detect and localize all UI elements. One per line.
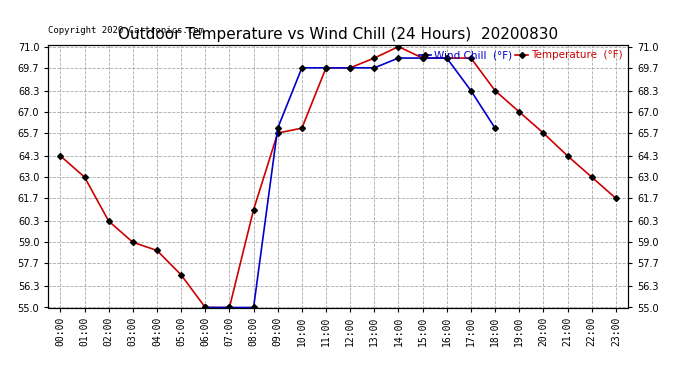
Line: Wind Chill  (°F): Wind Chill (°F) [203, 56, 497, 310]
Temperature  (°F) [105, 219, 113, 224]
Temperature  (°F) [274, 131, 282, 135]
Temperature  (°F) [177, 273, 186, 277]
Wind Chill  (°F) [346, 66, 355, 70]
Temperature  (°F) [467, 56, 475, 60]
Temperature  (°F) [395, 44, 403, 49]
Text: Copyright 2020 Cartronics.com: Copyright 2020 Cartronics.com [48, 26, 204, 35]
Wind Chill  (°F) [467, 88, 475, 93]
Temperature  (°F) [588, 175, 596, 179]
Temperature  (°F) [298, 126, 306, 130]
Temperature  (°F) [443, 56, 451, 60]
Wind Chill  (°F) [322, 66, 331, 70]
Temperature  (°F) [346, 66, 355, 70]
Legend: Wind Chill  (°F), Temperature  (°F): Wind Chill (°F), Temperature (°F) [419, 50, 622, 60]
Wind Chill  (°F) [201, 305, 210, 310]
Temperature  (°F) [515, 110, 524, 114]
Temperature  (°F) [250, 207, 258, 212]
Temperature  (°F) [129, 240, 137, 244]
Temperature  (°F) [322, 66, 331, 70]
Temperature  (°F) [564, 154, 572, 158]
Wind Chill  (°F) [298, 66, 306, 70]
Temperature  (°F) [540, 131, 548, 135]
Temperature  (°F) [153, 248, 161, 253]
Wind Chill  (°F) [491, 126, 500, 130]
Temperature  (°F) [491, 88, 500, 93]
Temperature  (°F) [201, 305, 210, 310]
Wind Chill  (°F) [395, 56, 403, 60]
Temperature  (°F) [57, 154, 65, 158]
Title: Outdoor Temperature vs Wind Chill (24 Hours)  20200830: Outdoor Temperature vs Wind Chill (24 Ho… [118, 27, 558, 42]
Wind Chill  (°F) [443, 56, 451, 60]
Wind Chill  (°F) [226, 305, 234, 310]
Temperature  (°F) [371, 56, 379, 60]
Temperature  (°F) [80, 175, 88, 179]
Temperature  (°F) [226, 305, 234, 310]
Temperature  (°F) [612, 196, 620, 201]
Wind Chill  (°F) [274, 126, 282, 130]
Wind Chill  (°F) [371, 66, 379, 70]
Temperature  (°F) [419, 56, 427, 60]
Line: Temperature  (°F): Temperature (°F) [58, 45, 618, 310]
Wind Chill  (°F) [419, 56, 427, 60]
Wind Chill  (°F) [250, 305, 258, 310]
